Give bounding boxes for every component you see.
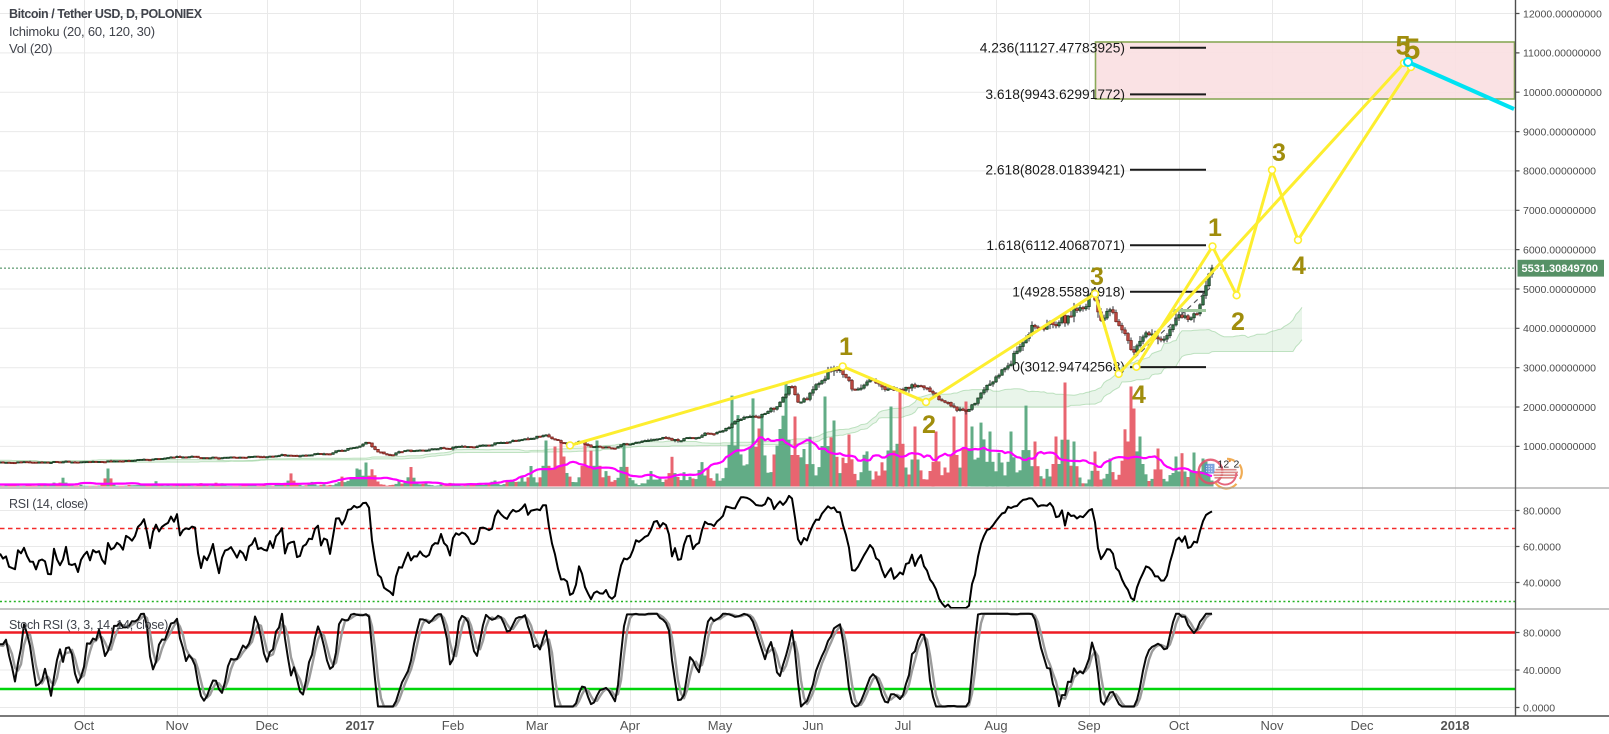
svg-text:Sep: Sep (1077, 718, 1100, 733)
svg-text:80.0000: 80.0000 (1523, 627, 1561, 639)
svg-text:10000.00000000: 10000.00000000 (1523, 87, 1602, 99)
svg-text:4.236(11127.47783925): 4.236(11127.47783925) (980, 40, 1125, 55)
svg-text:2.618(8028.01839421): 2.618(8028.01839421) (985, 162, 1125, 177)
svg-text:5531.30849700: 5531.30849700 (1522, 263, 1598, 275)
svg-text:3.618(9943.62991772): 3.618(9943.62991772) (985, 87, 1125, 102)
svg-text:4: 4 (1132, 381, 1146, 409)
svg-text:RSI (14, close): RSI (14, close) (9, 497, 88, 511)
svg-text:Dec: Dec (255, 718, 279, 733)
svg-text:Feb: Feb (442, 718, 464, 733)
svg-text:1.618(6112.40687071): 1.618(6112.40687071) (986, 238, 1125, 253)
svg-text:9000.00000000: 9000.00000000 (1523, 126, 1596, 138)
svg-text:12000.00000000: 12000.00000000 (1523, 8, 1602, 20)
svg-text:11000.00000000: 11000.00000000 (1523, 48, 1601, 60)
svg-text:7000.00000000: 7000.00000000 (1523, 205, 1596, 217)
svg-text:1000.00000000: 1000.00000000 (1523, 441, 1596, 453)
svg-text:1: 1 (839, 333, 853, 361)
svg-text:Dec: Dec (1350, 718, 1374, 733)
svg-text:0(3012.94742568): 0(3012.94742568) (1012, 360, 1125, 375)
svg-text:3000.00000000: 3000.00000000 (1523, 363, 1596, 375)
svg-text:Nov: Nov (165, 718, 189, 733)
svg-text:4000.00000000: 4000.00000000 (1523, 323, 1596, 335)
svg-text:12: 12 (1218, 459, 1230, 471)
svg-text:40.0000: 40.0000 (1523, 665, 1561, 677)
svg-text:5000.00000000: 5000.00000000 (1523, 284, 1596, 296)
svg-text:Jun: Jun (803, 718, 824, 733)
svg-text:2018: 2018 (1441, 718, 1470, 733)
svg-text:May: May (708, 718, 733, 733)
svg-text:2: 2 (1234, 459, 1240, 471)
svg-text:Vol (20): Vol (20) (9, 41, 52, 56)
svg-text:1: 1 (1208, 214, 1222, 242)
svg-text:40.0000: 40.0000 (1523, 577, 1561, 589)
svg-text:2: 2 (1231, 308, 1245, 336)
svg-text:3: 3 (1090, 263, 1104, 291)
svg-text:1(4928.55894918): 1(4928.55894918) (1012, 284, 1125, 299)
svg-text:Nov: Nov (1260, 718, 1284, 733)
svg-text:8000.00000000: 8000.00000000 (1523, 166, 1596, 178)
svg-text:Mar: Mar (526, 718, 549, 733)
svg-text:2017: 2017 (346, 718, 375, 733)
svg-text:Oct: Oct (74, 718, 95, 733)
svg-text:Bitcoin / Tether USD, D, POLON: Bitcoin / Tether USD, D, POLONIEX (9, 7, 203, 21)
svg-text:3: 3 (1272, 139, 1286, 167)
svg-text:5: 5 (1395, 31, 1410, 61)
svg-text:Jul: Jul (895, 718, 912, 733)
svg-text:6000.00000000: 6000.00000000 (1523, 244, 1596, 256)
svg-text:4: 4 (1292, 252, 1306, 280)
svg-text:80.0000: 80.0000 (1523, 505, 1561, 517)
svg-text:Aug: Aug (984, 718, 1007, 733)
svg-text:Oct: Oct (1169, 718, 1190, 733)
svg-text:2: 2 (922, 411, 936, 439)
svg-text:60.0000: 60.0000 (1523, 541, 1561, 553)
svg-text:0.0000: 0.0000 (1523, 702, 1555, 714)
svg-text:Apr: Apr (620, 718, 641, 733)
svg-text:Stoch RSI (3, 3, 14, 14, close: Stoch RSI (3, 3, 14, 14, close) (9, 618, 168, 632)
svg-text:2000.00000000: 2000.00000000 (1523, 402, 1596, 414)
svg-text:Ichimoku (20, 60, 120, 30): Ichimoku (20, 60, 120, 30) (9, 24, 155, 39)
